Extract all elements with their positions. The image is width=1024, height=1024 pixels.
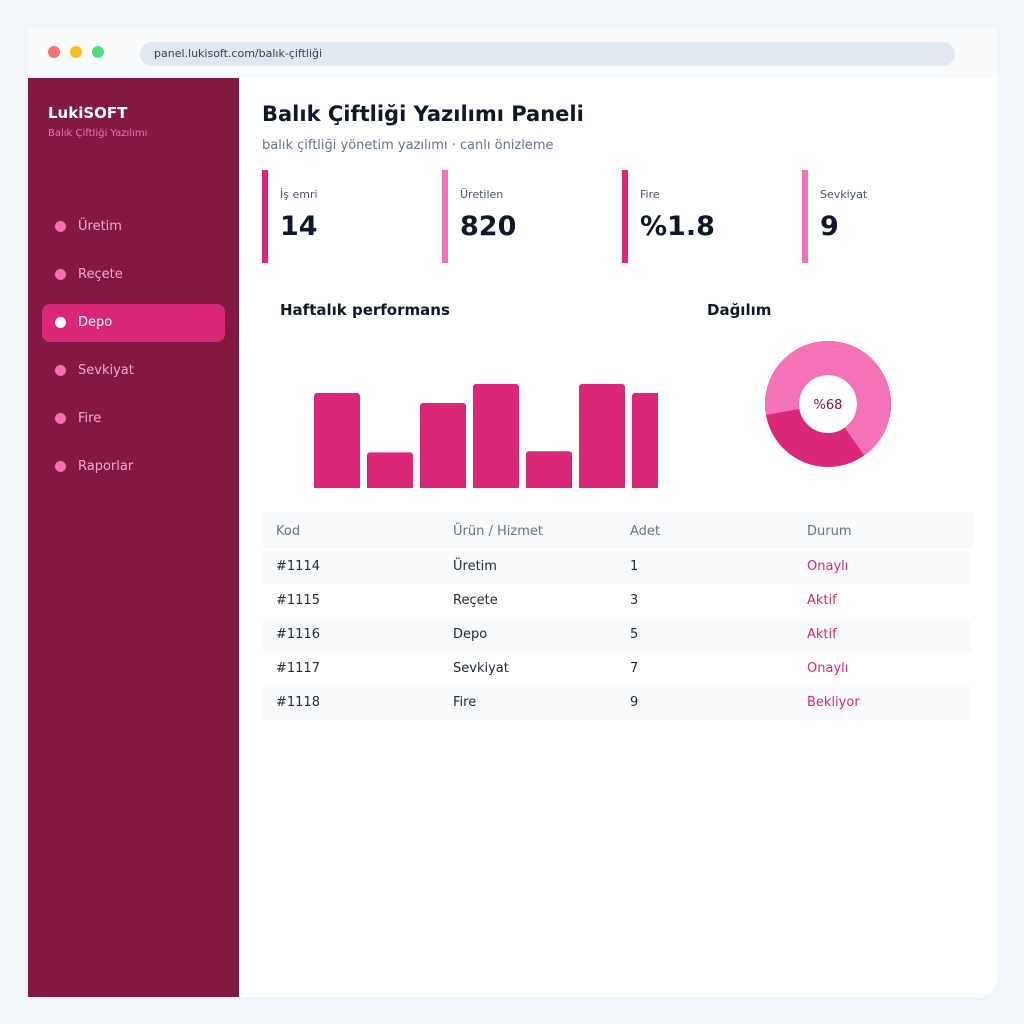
table-header [263,512,973,548]
page-title: Balık Çiftliği Yazılımı Paneli [262,102,584,126]
kpi-card: Sevkiyat 9 [802,170,970,263]
table-cell: Aktif [807,593,837,608]
kpi-value: 9 [820,211,839,242]
kpi-label: Sevkiyat [820,188,868,201]
table-cell: #1118 [276,695,320,710]
nav-item[interactable]: Fire [42,400,225,438]
brand: LukiSOFT [48,104,128,122]
chart-title: Dağılım [707,301,772,319]
bar [420,403,466,488]
table-row [263,687,971,720]
column-header: Kod [276,524,301,539]
donut-label: %68 [814,398,843,413]
bar-chart [314,384,658,488]
sidebar: LukiSOFT Balık Çiftliği Yazılımı Üretim R… [28,78,239,997]
table-cell: Sevkiyat [453,661,509,676]
chart-title: Haftalık performans [280,301,450,319]
table-cell: Onaylı [807,661,849,676]
nav-item[interactable]: Raporlar [42,448,225,486]
nav-icon [55,365,66,376]
nav-item[interactable]: Üretim [42,208,225,246]
bar [632,392,658,488]
bar [367,452,413,488]
table-cell: #1117 [276,661,320,676]
donut-chart: %68 [765,341,891,467]
nav-item[interactable]: Sevkiyat [42,352,225,390]
nav-label: Raporlar [78,459,134,474]
nav-label: Fire [78,411,102,426]
kpi-value: 14 [280,211,318,242]
nav-icon [55,461,66,472]
kpi-value: 820 [460,211,517,242]
nav-label: Sevkiyat [78,363,134,378]
tagline: Balık Çiftliği Yazılımı [48,128,148,139]
table-cell: #1115 [276,593,320,608]
nav-icon [55,317,66,328]
column-header: Ürün / Hizmet [453,524,543,539]
page-subtitle: balık çiftliği yönetim yazılımı · canlı … [262,138,554,153]
nav-label: Reçete [78,267,123,282]
bar [314,392,360,488]
column-header: Adet [630,524,661,539]
table-cell: #1114 [276,559,320,574]
kpi-label: İş emri [280,188,318,201]
table-cell: 3 [630,593,639,608]
table-cell: 5 [630,627,639,642]
kpi-card: Üretilen 820 [442,170,610,263]
maximize-button[interactable] [92,46,104,58]
table-cell: Onaylı [807,559,849,574]
nav-item[interactable]: Depo [42,304,225,342]
nav-label: Depo [78,315,113,330]
nav-label: Üretim [78,219,122,234]
column-header: Durum [807,524,852,539]
table-cell: 7 [630,661,639,676]
nav-icon [55,221,66,232]
table-cell: Üretim [453,559,497,574]
table-row [263,551,971,584]
table-cell: 9 [630,695,639,710]
table-cell: Reçete [453,593,498,608]
kpi-label: Üretilen [460,188,504,201]
bar [579,384,625,488]
table-cell: Aktif [807,627,837,642]
donut-segment [765,341,891,456]
browser-toolbar: panel.lukisoft.com/balık-çiftliği [28,28,997,78]
bar [526,451,572,488]
address-bar[interactable]: panel.lukisoft.com/balık-çiftliği [140,42,955,66]
nav-item[interactable]: Reçete [42,256,225,294]
table-cell: Bekliyor [807,695,860,710]
table-cell: Depo [453,627,488,642]
nav-icon [55,269,66,280]
table-cell: #1116 [276,627,320,642]
nav-icon [55,413,66,424]
close-button[interactable] [48,46,60,58]
kpi-label: Fire [640,188,660,201]
kpi-card: Fire %1.8 [622,170,790,263]
kpi-card: İş emri 14 [262,170,430,263]
kpi-value: %1.8 [640,211,715,242]
table-cell: 1 [630,559,639,574]
bar [473,384,519,488]
table-cell: Fire [453,695,477,710]
minimize-button[interactable] [70,46,82,58]
browser-window: panel.lukisoft.com/balık-çiftliği LukiSO… [28,28,997,997]
table-row [263,619,971,652]
